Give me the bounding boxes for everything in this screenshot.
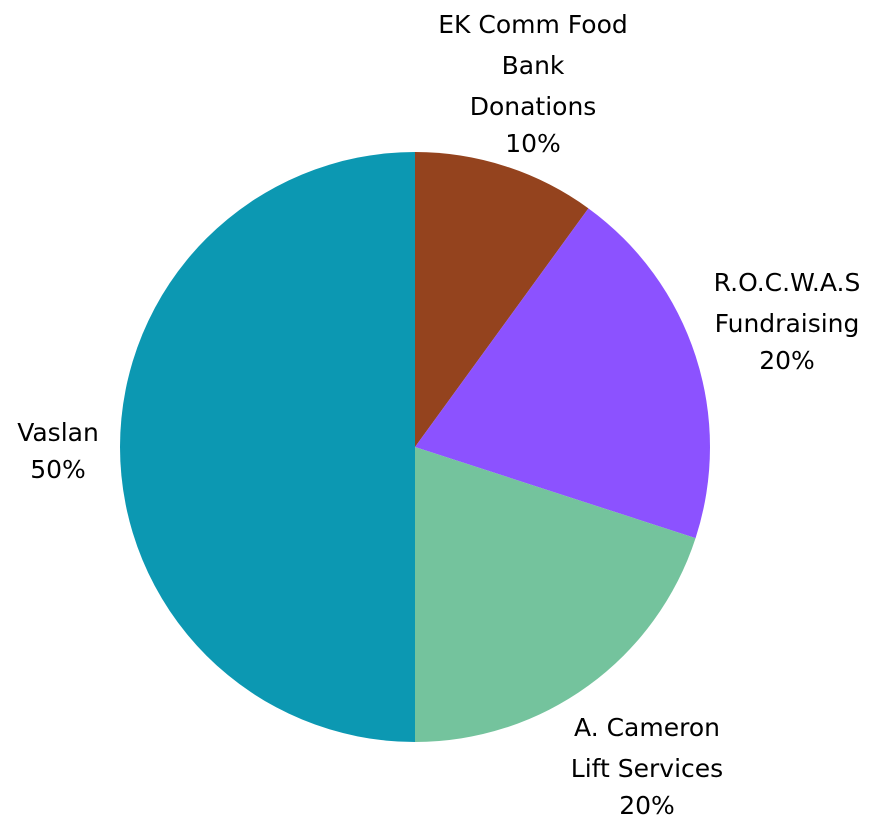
value-label: 10%	[505, 129, 561, 158]
pie-slice	[415, 208, 710, 539]
category-label: R.O.C.W.A.S Fundraising	[713, 268, 861, 338]
slice-label: R.O.C.W.A.S Fundraising 20%	[714, 262, 861, 378]
pie-slice	[415, 447, 696, 742]
slice-label: A. Cameron Lift Services 20%	[571, 707, 723, 823]
value-label: 20%	[759, 346, 815, 375]
category-label: Vaslan	[17, 418, 99, 447]
slice-label: EK Comm Food Bank Donations 10%	[438, 4, 628, 161]
value-label: 20%	[619, 791, 675, 820]
slice-label: Vaslan 50%	[17, 412, 99, 487]
pie-slice	[120, 152, 415, 742]
pie-slice	[415, 152, 589, 447]
value-label: 50%	[30, 455, 86, 484]
category-label: EK Comm Food Bank Donations	[438, 10, 628, 121]
category-label: A. Cameron Lift Services	[570, 713, 724, 783]
